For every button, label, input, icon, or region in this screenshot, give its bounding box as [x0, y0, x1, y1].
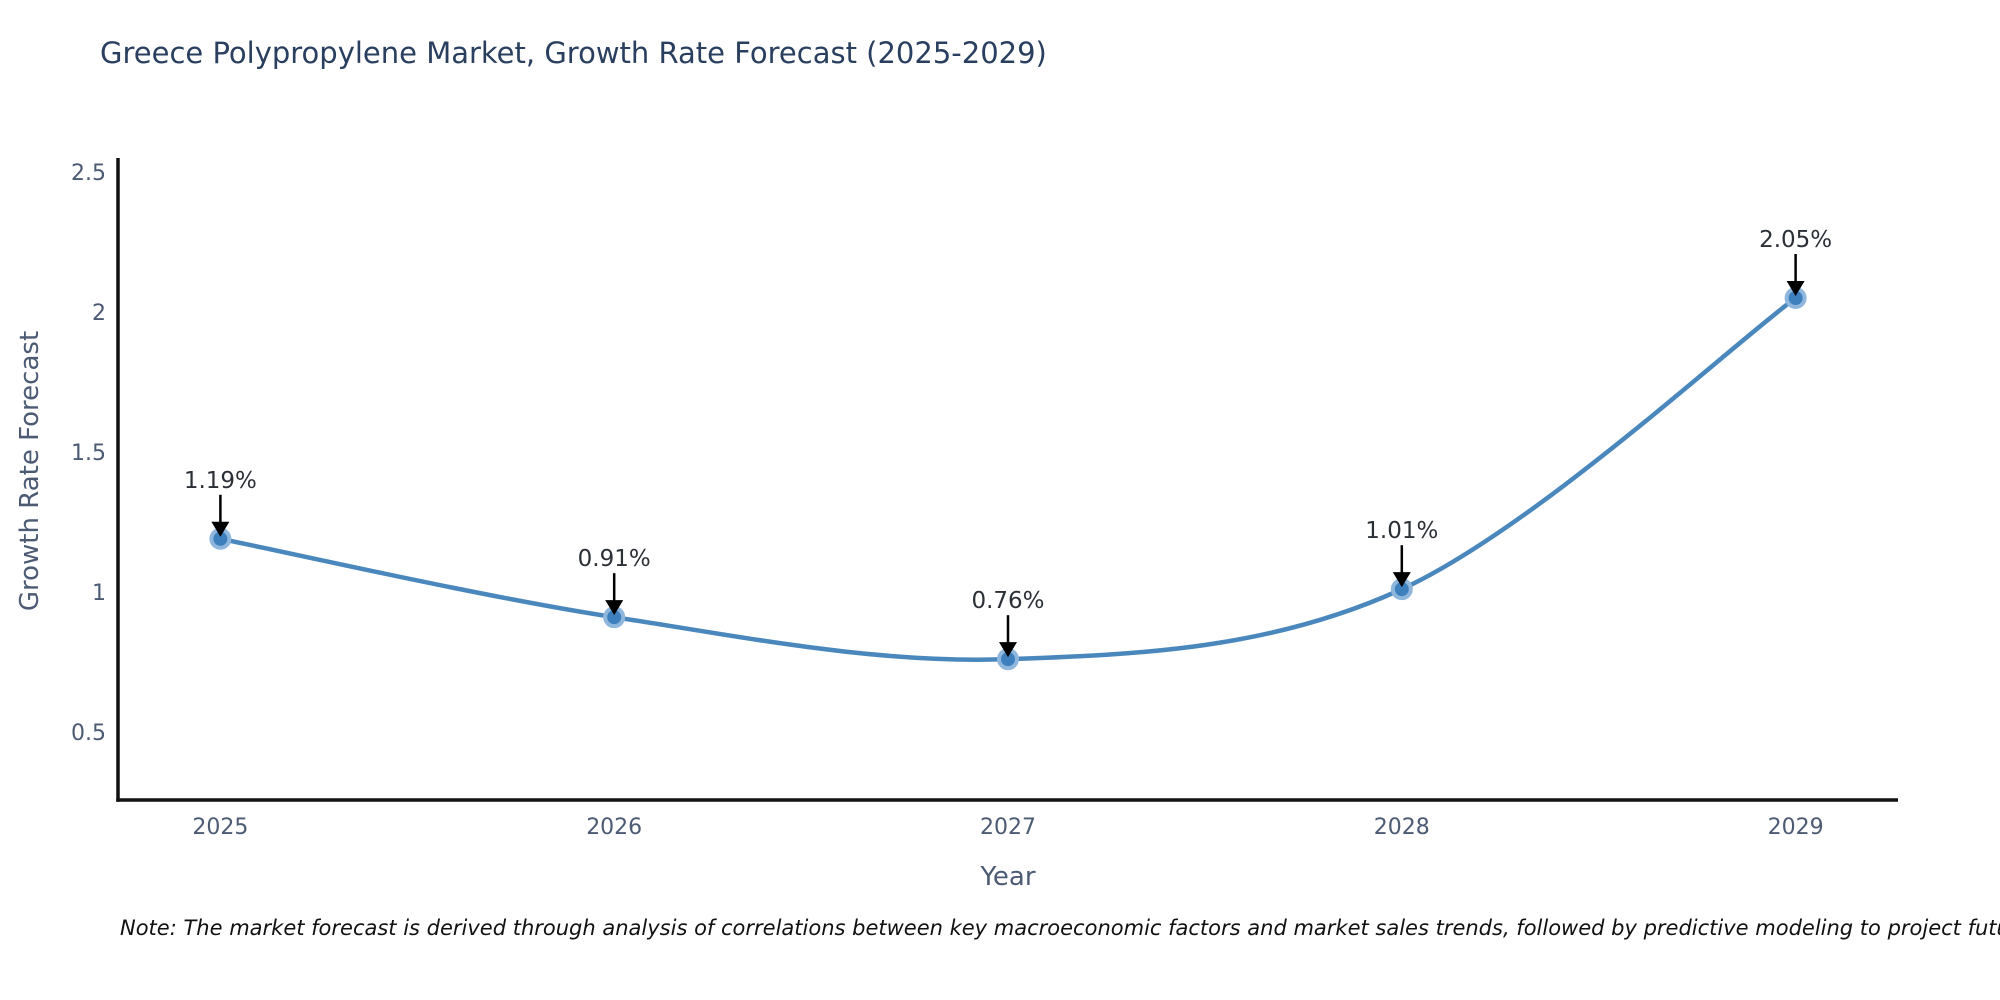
x-tick-label: 2027 [980, 815, 1036, 840]
data-point-label: 0.76% [971, 588, 1044, 614]
y-tick-label: 1 [92, 581, 106, 606]
y-tick-label: 0.5 [71, 721, 106, 746]
annotation-arrow-head [605, 600, 624, 616]
data-point-label: 2.05% [1759, 227, 1832, 253]
x-tick-label: 2025 [192, 815, 248, 840]
annotation-arrow-head [1392, 572, 1411, 588]
data-point-label: 0.91% [578, 546, 651, 572]
annotation-arrow-head [211, 521, 230, 537]
y-axis-title: Growth Rate Forecast [15, 330, 45, 612]
x-tick-label: 2028 [1374, 815, 1430, 840]
x-tick-label: 2026 [586, 815, 642, 840]
footnote: Note: The market forecast is derived thr… [120, 916, 2000, 940]
annotation-arrow-head [999, 642, 1017, 658]
y-tick-label: 2 [92, 301, 106, 326]
data-point-label: 1.19% [184, 468, 257, 494]
chart-title: Greece Polypropylene Market, Growth Rate… [100, 36, 1047, 70]
x-tick-label: 2029 [1768, 815, 1824, 840]
y-tick-label: 1.5 [71, 441, 106, 466]
annotation-arrow-head [1786, 280, 1805, 296]
data-point-label: 1.01% [1365, 518, 1438, 544]
x-axis-title: Year [980, 862, 1036, 892]
y-tick-label: 2.5 [71, 161, 106, 186]
